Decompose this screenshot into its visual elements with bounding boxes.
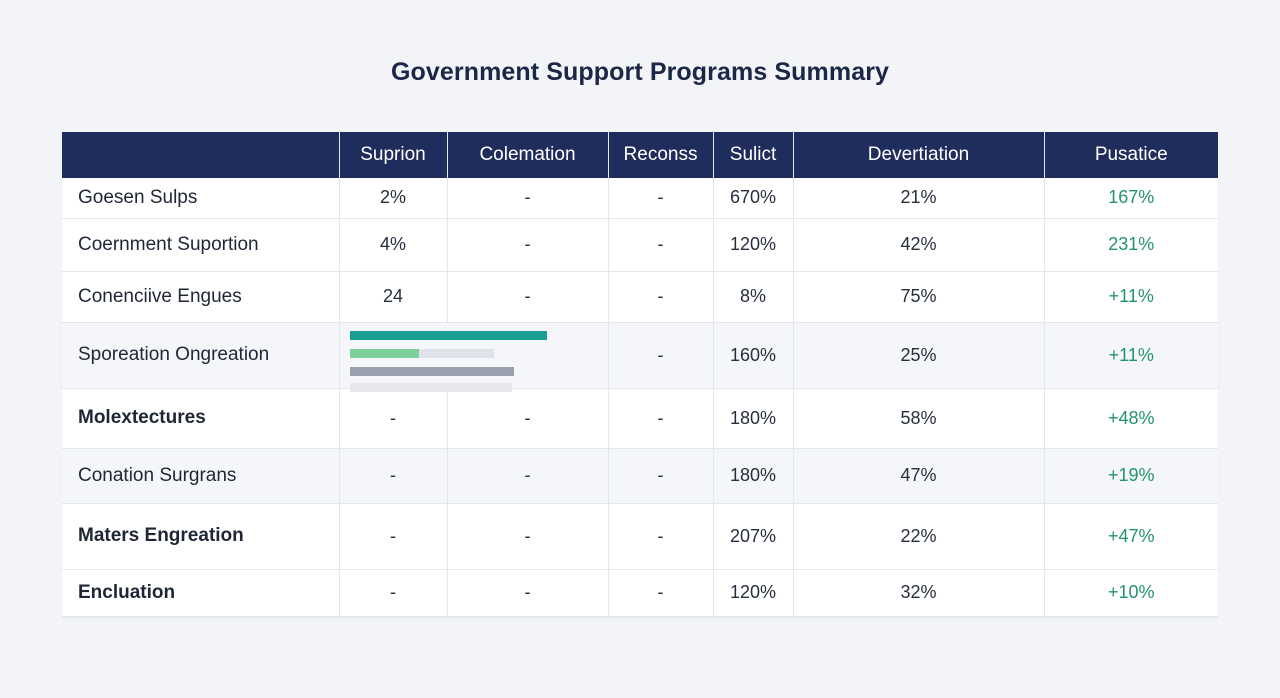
header-row: Suprion Colemation Reconss Sulict Devert…	[62, 132, 1218, 178]
cell-value: +48%	[1044, 388, 1218, 449]
cell-value: 2%	[339, 178, 448, 219]
cell-value: -	[447, 178, 609, 219]
inline-bars	[340, 323, 608, 392]
cell-value: 180%	[713, 448, 794, 504]
cell-value: 167%	[1044, 178, 1218, 219]
cell-value: -	[447, 218, 609, 272]
cell-value: -	[339, 388, 448, 449]
column-header: Pusatice	[1044, 132, 1218, 178]
column-header: Sulict	[713, 132, 794, 178]
table-row: Goesen Sulps 2% - - 670% 21% 167%	[62, 178, 1218, 219]
cell-value: 75%	[793, 271, 1045, 323]
cell-value: -	[608, 569, 714, 617]
column-header: Colemation	[447, 132, 609, 178]
bars-cell	[339, 322, 609, 392]
cell-value: 670%	[713, 178, 794, 219]
cell-value: +10%	[1044, 569, 1218, 617]
cell-value: 22%	[793, 503, 1045, 570]
cell-value: 180%	[713, 388, 794, 449]
inline-bar	[349, 366, 514, 376]
cell-value: -	[447, 271, 609, 323]
row-label: Sporeation Ongreation	[62, 322, 340, 389]
inline-bar	[349, 348, 419, 358]
cell-value: -	[608, 218, 714, 272]
column-header: Reconss	[608, 132, 714, 178]
row-label: Conation Surgrans	[62, 448, 340, 504]
table-row: Molextectures - - - 180% 58% +48%	[62, 388, 1218, 449]
cell-value: 25%	[793, 322, 1045, 389]
cell-value: -	[447, 448, 609, 504]
cell-value: 32%	[793, 569, 1045, 617]
cell-value: +19%	[1044, 448, 1218, 504]
cell-value: +11%	[1044, 322, 1218, 389]
cell-value: -	[339, 569, 448, 617]
table-row: Maters Engreation - - - 207% 22% +47%	[62, 503, 1218, 570]
cell-value: 120%	[713, 218, 794, 272]
cell-value: -	[608, 448, 714, 504]
cell-value: +11%	[1044, 271, 1218, 323]
cell-value: 207%	[713, 503, 794, 570]
column-header	[62, 132, 340, 178]
cell-value: 21%	[793, 178, 1045, 219]
cell-value: 24	[339, 271, 448, 323]
inline-bar	[349, 382, 512, 392]
cell-value: -	[608, 503, 714, 570]
page-title: Government Support Programs Summary	[390, 58, 890, 86]
cell-value: -	[608, 271, 714, 323]
row-label: Molextectures	[62, 388, 340, 449]
cell-value: -	[447, 503, 609, 570]
column-header: Devertiation	[793, 132, 1045, 178]
cell-value: 58%	[793, 388, 1045, 449]
table-row: Conation Surgrans - - - 180% 47% +19%	[62, 448, 1218, 504]
cell-value: 47%	[793, 448, 1045, 504]
cell-value: 160%	[713, 322, 794, 389]
column-header: Suprion	[339, 132, 448, 178]
cell-value: 8%	[713, 271, 794, 323]
inline-bar	[349, 330, 547, 340]
cell-value: 231%	[1044, 218, 1218, 272]
row-label: Goesen Sulps	[62, 178, 340, 219]
cell-value: 120%	[713, 569, 794, 617]
summary-table: Suprion Colemation Reconss Sulict Devert…	[62, 132, 1218, 617]
cell-value: -	[608, 388, 714, 449]
cell-value: -	[339, 503, 448, 570]
cell-value: -	[608, 178, 714, 219]
row-label: Conenciive Engues	[62, 271, 340, 323]
row-label: Maters Engreation	[62, 503, 340, 570]
bar-track	[349, 348, 494, 358]
table-row: Sporeation Ongreation - 160% 25% +11%	[62, 322, 1218, 392]
cell-value: -	[608, 322, 714, 389]
cell-value: 42%	[793, 218, 1045, 272]
row-label: Coernment Suportion	[62, 218, 340, 272]
table-row: Encluation - - - 120% 32% +10%	[62, 569, 1218, 617]
cell-value: +47%	[1044, 503, 1218, 570]
cell-value: -	[339, 448, 448, 504]
cell-value: 4%	[339, 218, 448, 272]
table-row: Conenciive Engues 24 - - 8% 75% +11%	[62, 271, 1218, 323]
cell-value: -	[447, 569, 609, 617]
cell-value: -	[447, 388, 609, 449]
row-label: Encluation	[62, 569, 340, 617]
table-row: Coernment Suportion 4% - - 120% 42% 231%	[62, 218, 1218, 272]
